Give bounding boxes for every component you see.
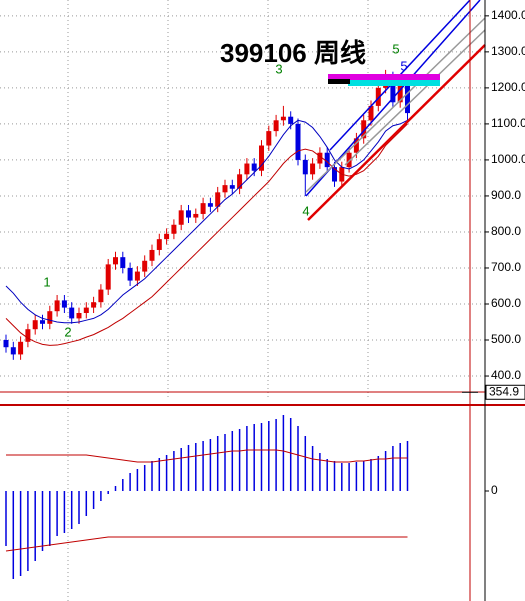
y-tick-label: 1200.0: [491, 80, 525, 94]
candle-body: [40, 320, 45, 324]
chart-title: 399106 周线: [220, 38, 366, 68]
candle-body: [171, 224, 177, 234]
price-box: [485, 384, 525, 400]
zone-bar: [348, 80, 440, 86]
candle-body: [324, 152, 330, 168]
candle-body: [3, 340, 9, 348]
candle-body: [134, 271, 140, 281]
candle-body: [317, 152, 323, 164]
trend-lines: [305, 0, 486, 221]
candle-body: [237, 174, 243, 189]
candle-body: [207, 203, 213, 207]
candle-body: [266, 131, 272, 146]
y-tick-label: 600.0: [491, 296, 521, 310]
candle-body: [332, 167, 337, 182]
y-tick-label: 800.0: [491, 224, 521, 238]
candle-body: [83, 307, 89, 313]
candle-body: [61, 300, 67, 308]
candle-body: [186, 210, 191, 218]
y-tick-label: 700.0: [491, 260, 521, 274]
wave-label: 2: [64, 324, 71, 339]
candle-body: [368, 105, 374, 121]
grid-verticals: [67, 0, 369, 601]
candle-body: [127, 267, 133, 281]
candle-body: [288, 116, 294, 124]
candle-body: [91, 302, 97, 308]
plot: [0, 15, 485, 579]
candle-body: [113, 257, 118, 265]
y-tick-label: 1000.0: [491, 152, 525, 166]
candle-body: [353, 138, 359, 153]
candle-body: [25, 329, 31, 342]
ma-line: [5, 123, 408, 346]
y-tick-label: 500.0: [491, 332, 521, 346]
candle-body: [98, 289, 104, 303]
candle-body: [47, 311, 53, 324]
y-tick-label: 1400.0: [491, 8, 525, 22]
candle-body: [310, 163, 316, 175]
wave-label: 3: [275, 61, 282, 76]
candle-body: [375, 87, 381, 106]
y-tick-label: 900.0: [491, 188, 521, 202]
candle-body: [149, 249, 155, 261]
candle-body: [361, 120, 367, 139]
macd-line: [5, 536, 408, 552]
price-label: 354.9: [489, 384, 519, 398]
candle-body: [193, 213, 199, 218]
candle-body: [273, 120, 279, 132]
candle-body: [54, 300, 60, 312]
candle-body: [346, 152, 352, 168]
wave-label: 4: [302, 203, 309, 218]
wave-label: 5: [400, 58, 407, 73]
y-tick-label: 1300.0: [491, 44, 525, 58]
candle-body: [405, 84, 410, 114]
candle-body: [178, 210, 184, 225]
macd-line: [6, 449, 408, 463]
zone-bar: [328, 79, 350, 84]
candle-body: [156, 239, 162, 250]
y-tick-label: 1100.0: [491, 116, 525, 130]
candle-body: [397, 84, 403, 103]
ma-line: [5, 119, 408, 324]
trend-line: [344, 29, 486, 166]
candle-body: [10, 347, 16, 355]
wave-label: 5: [392, 41, 399, 56]
candle-body: [251, 163, 257, 171]
candle-body: [390, 77, 396, 103]
candle-body: [222, 185, 228, 193]
wave-label: 1: [43, 274, 50, 289]
y-tick-label: 400.0: [491, 368, 521, 382]
candle-body: [280, 116, 286, 121]
candle-body: [244, 163, 250, 175]
candle-body: [120, 257, 126, 268]
candle-body: [295, 123, 301, 160]
candle-body: [164, 233, 170, 240]
candle-body: [215, 192, 221, 207]
candle-body: [142, 260, 148, 272]
zone-bar: [328, 74, 440, 80]
candle-body: [32, 320, 38, 330]
trend-line: [307, 44, 486, 221]
candle-body: [229, 185, 235, 189]
trend-line: [305, 17, 486, 193]
candle-body: [200, 203, 206, 214]
candle-body: [69, 307, 75, 319]
candle-body: [259, 145, 264, 171]
candle-body: [76, 312, 82, 319]
candle-body: [105, 264, 111, 290]
y-tick-label: 0: [491, 483, 498, 497]
candle-body: [302, 159, 308, 175]
candle-body: [18, 341, 24, 355]
